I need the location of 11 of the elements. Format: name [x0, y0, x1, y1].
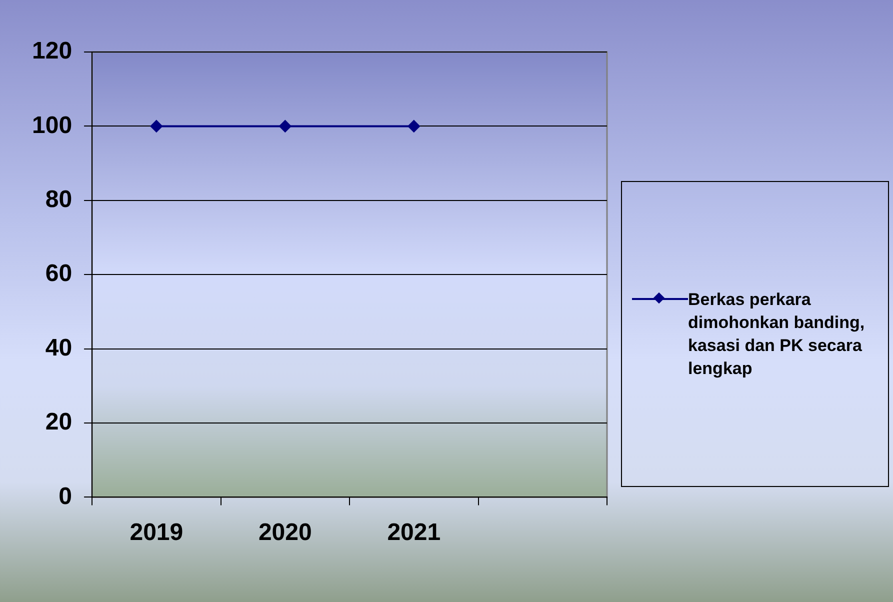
legend-label: Berkas perkara dimohonkan banding, kasasi dan PK secara lengkap — [688, 289, 866, 380]
y-tick-label: 20 — [45, 408, 72, 436]
y-tick-label: 80 — [45, 186, 72, 214]
x-tick-label: 2019 — [130, 519, 184, 546]
x-tick-label: 2020 — [258, 519, 312, 546]
y-tick-label: 0 — [58, 482, 72, 510]
y-tick-label: 120 — [32, 38, 72, 65]
y-tick-label: 40 — [45, 334, 72, 362]
x-tick-label: 2021 — [387, 519, 441, 546]
y-tick-label: 60 — [45, 260, 72, 288]
y-tick-label: 100 — [32, 112, 72, 139]
